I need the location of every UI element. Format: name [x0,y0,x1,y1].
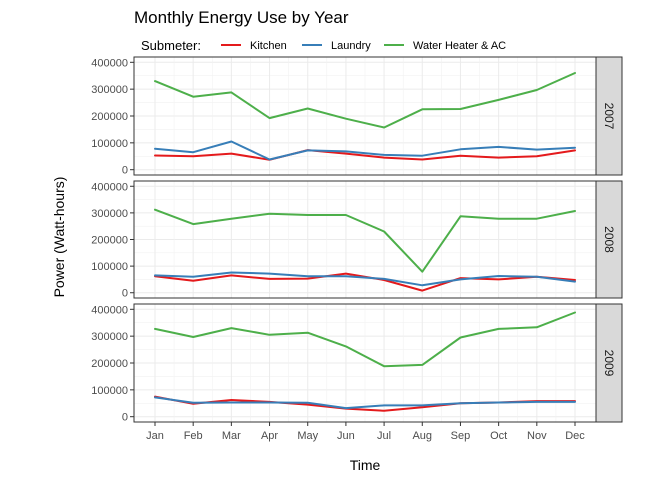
x-tick-label-oct: Oct [490,430,507,442]
series-line-laundry-2007 [154,140,576,161]
y-tick-label: 200000 [91,235,128,247]
facet-strip [595,180,623,299]
y-tick-label: 400000 [91,57,128,69]
y-tick-label: 200000 [91,111,128,123]
facet-label-2009: 2009 [602,350,616,377]
facet-label-2007: 2007 [602,103,616,130]
y-tick-label: 300000 [91,331,128,343]
x-axis-title: Time [350,457,381,473]
x-tick-label-mar: Mar [222,430,241,442]
series-line-laundry-2008 [154,271,576,287]
y-tick-label: 300000 [91,208,128,220]
legend-label-kitchen: Kitchen [250,40,287,52]
y-axis-title: Power (Watt-hours) [51,177,67,298]
x-tick-label-nov: Nov [527,430,547,442]
y-tick-label: 200000 [91,358,128,370]
y-tick-label: 300000 [91,84,128,96]
y-tick-label: 100000 [91,261,128,273]
x-tick-label-jun: Jun [337,430,355,442]
x-tick-label-may: May [297,430,318,442]
legend: Submeter: Kitchen Laundry Water Heater & A… [141,38,506,53]
y-tick-label: 100000 [91,385,128,397]
chart-title: Monthly Energy Use by Year [134,8,349,27]
x-tick-label-sep: Sep [451,430,471,442]
x-tick-label-aug: Aug [412,430,432,442]
facet-panel-2009: 0 100000 200000 300000 400000 2009 Jan Feb Mar Ap… [91,303,623,442]
y-tick-label: 400000 [91,304,128,316]
y-tick-label: 400000 [91,181,128,193]
x-tick-label-dec: Dec [565,430,585,442]
y-tick-label: 0 [122,288,128,300]
x-tick-label-jul: Jul [377,430,391,442]
y-tick-label: 100000 [91,138,128,150]
x-tick-label-jan: Jan [146,430,164,442]
series-line-water-heater-ac-2008 [154,208,576,273]
facet-strip [595,303,623,423]
legend-title: Submeter: [141,38,201,53]
facet-panel-2007: 0 100000 200000 300000 400000 2007 [91,56,623,177]
facet-panels: 0 100000 200000 300000 400000 2007 0 100000 2000… [91,56,623,442]
facet-panel-2008: 0 100000 200000 300000 400000 2008 [91,180,623,300]
facet-label-2008: 2008 [602,226,616,253]
legend-label-water-heater-ac: Water Heater & AC [413,40,506,52]
series-line-kitchen-2007 [154,149,576,161]
x-tick-label-feb: Feb [184,430,203,442]
y-tick-label: 0 [122,412,128,424]
y-tick-label: 0 [122,165,128,177]
facet-strip [595,56,623,176]
series-line-water-heater-ac-2009 [154,311,576,368]
series-line-water-heater-ac-2007 [154,72,576,129]
legend-label-laundry: Laundry [331,40,371,52]
x-tick-label-apr: Apr [261,430,278,442]
series-line-laundry-2009 [154,396,576,410]
